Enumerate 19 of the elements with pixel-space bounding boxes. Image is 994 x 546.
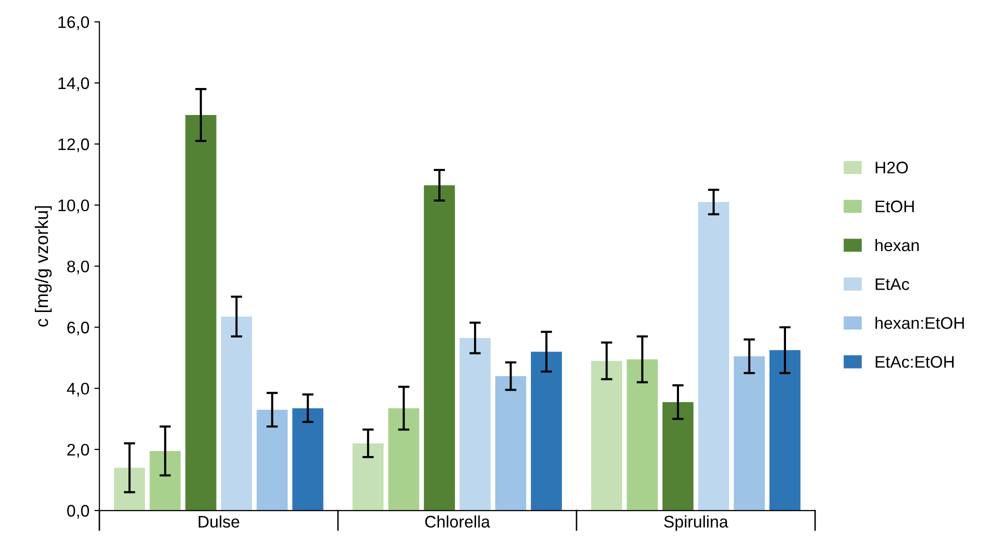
- y-tick-label: 14,0: [58, 77, 90, 92]
- legend-label: EtAc:EtOH: [876, 356, 954, 368]
- y-tick-label: 8,0: [67, 260, 90, 274]
- legend-label: EtAc: [876, 278, 910, 290]
- legend-label: EtOH: [876, 200, 914, 212]
- y-tick-label: 12,0: [58, 138, 90, 152]
- x-tick-label: Dulse: [198, 515, 240, 528]
- y-tick-label: 6,0: [67, 322, 90, 336]
- y-tick-label: 0,0: [67, 504, 90, 519]
- x-tick-label: Spirulina: [664, 515, 728, 531]
- legend-label: hexan: [876, 238, 919, 252]
- y-axis-title: c [mg/g vzorku]: [34, 206, 52, 327]
- y-tick-label: 4,0: [66, 382, 90, 397]
- x-tick-label: Chlorella: [425, 515, 490, 528]
- y-tick-label: 2,0: [67, 444, 90, 458]
- legend-label: hexan:EtOH: [876, 316, 964, 329]
- legend-label: H2O: [876, 162, 908, 174]
- y-tick-label: 16,0: [58, 16, 90, 30]
- y-tick-label: 10,0: [58, 199, 90, 214]
